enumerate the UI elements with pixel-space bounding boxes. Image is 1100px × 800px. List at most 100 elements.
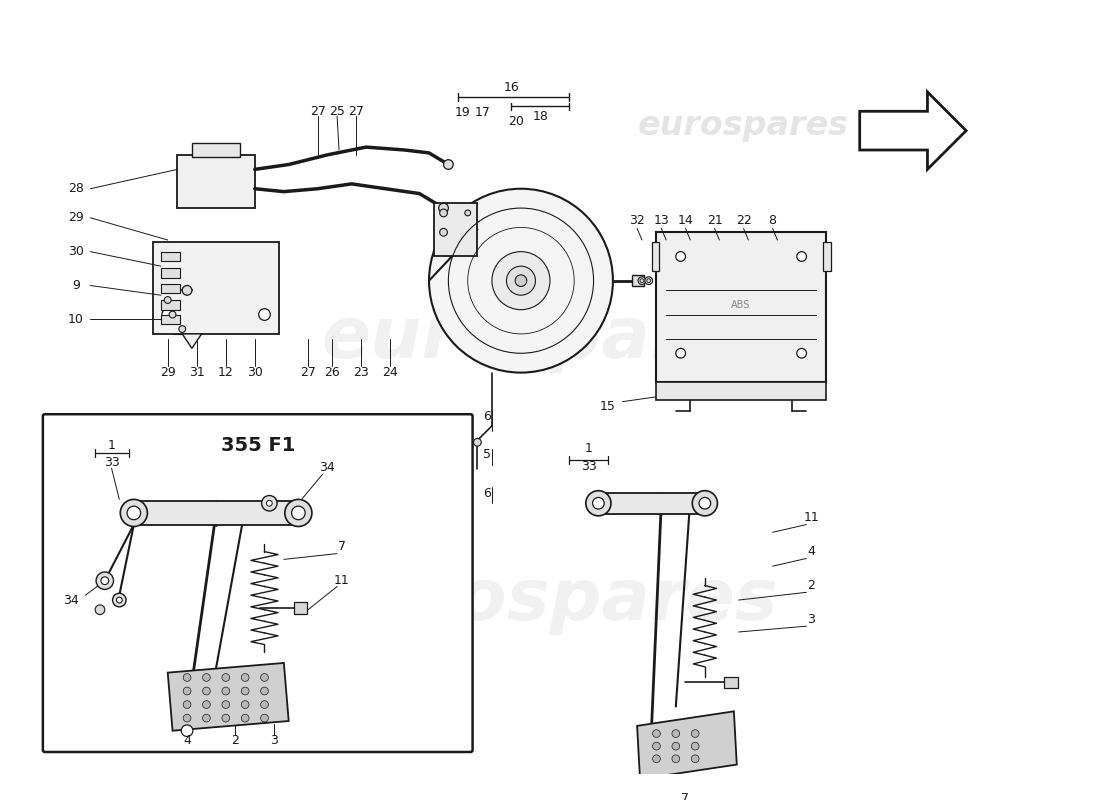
Text: 27: 27 — [310, 105, 326, 118]
Polygon shape — [637, 711, 737, 779]
Polygon shape — [167, 663, 288, 730]
Circle shape — [593, 498, 604, 509]
Text: 31: 31 — [189, 366, 205, 379]
Circle shape — [515, 275, 527, 286]
Text: 25: 25 — [329, 105, 345, 118]
Text: 4: 4 — [807, 545, 815, 558]
Text: 29: 29 — [160, 366, 176, 379]
Circle shape — [292, 506, 305, 520]
Text: 9: 9 — [72, 279, 79, 292]
Circle shape — [162, 309, 174, 320]
Text: 18: 18 — [532, 110, 548, 122]
Circle shape — [95, 605, 104, 614]
Bar — [161, 314, 180, 324]
Text: ABS: ABS — [732, 300, 750, 310]
Circle shape — [266, 500, 272, 506]
Circle shape — [179, 326, 186, 333]
Bar — [161, 252, 180, 262]
Circle shape — [506, 266, 536, 295]
Circle shape — [675, 349, 685, 358]
Circle shape — [261, 714, 268, 722]
Text: 13: 13 — [653, 214, 669, 227]
Bar — [598, 493, 705, 514]
Text: 2: 2 — [807, 579, 815, 592]
Circle shape — [672, 755, 680, 762]
Circle shape — [241, 701, 249, 709]
Bar — [161, 268, 180, 278]
Circle shape — [202, 714, 210, 722]
Text: 20: 20 — [508, 115, 524, 129]
Circle shape — [465, 210, 471, 216]
FancyBboxPatch shape — [43, 414, 473, 752]
Circle shape — [222, 674, 230, 682]
Text: 1: 1 — [585, 442, 593, 454]
Circle shape — [586, 490, 611, 516]
Circle shape — [675, 252, 685, 262]
Circle shape — [440, 229, 448, 236]
Text: 6: 6 — [483, 410, 491, 422]
Bar — [651, 242, 659, 271]
Circle shape — [645, 277, 652, 285]
Circle shape — [796, 252, 806, 262]
Circle shape — [691, 742, 698, 750]
Bar — [657, 232, 826, 382]
Text: 10: 10 — [68, 313, 84, 326]
Circle shape — [128, 506, 141, 520]
Circle shape — [241, 674, 249, 682]
Circle shape — [429, 189, 613, 373]
Bar — [724, 677, 738, 688]
Text: 11: 11 — [803, 511, 820, 524]
Circle shape — [202, 701, 210, 709]
Text: 33: 33 — [103, 456, 120, 469]
Text: 7: 7 — [682, 792, 690, 800]
Polygon shape — [860, 92, 966, 170]
Text: 12: 12 — [218, 366, 233, 379]
Bar — [191, 143, 240, 157]
Bar — [632, 275, 644, 286]
Text: 29: 29 — [68, 211, 84, 224]
Circle shape — [473, 438, 482, 446]
Text: 8: 8 — [769, 214, 777, 227]
Circle shape — [262, 495, 277, 511]
Text: 32: 32 — [629, 214, 645, 227]
Text: 3: 3 — [271, 734, 278, 747]
Circle shape — [96, 572, 113, 590]
Circle shape — [101, 577, 109, 585]
Circle shape — [698, 498, 711, 509]
Text: 22: 22 — [736, 214, 751, 227]
Circle shape — [241, 687, 249, 695]
Circle shape — [443, 160, 453, 170]
Circle shape — [184, 714, 191, 722]
Text: 23: 23 — [353, 366, 370, 379]
Circle shape — [222, 687, 230, 695]
Circle shape — [258, 309, 271, 320]
Circle shape — [184, 687, 191, 695]
Bar — [433, 203, 477, 257]
Circle shape — [672, 742, 680, 750]
Circle shape — [241, 714, 249, 722]
Text: eurospares: eurospares — [638, 110, 849, 142]
Text: 24: 24 — [383, 366, 398, 379]
Circle shape — [691, 755, 698, 762]
Text: 6: 6 — [483, 487, 491, 500]
Text: 15: 15 — [601, 400, 616, 413]
Circle shape — [440, 209, 448, 217]
Text: 7: 7 — [338, 540, 345, 554]
Text: eurospares: eurospares — [321, 566, 779, 634]
Bar — [161, 300, 180, 310]
Circle shape — [184, 701, 191, 709]
Bar — [657, 382, 826, 400]
Text: 30: 30 — [68, 245, 84, 258]
Text: 3: 3 — [807, 613, 815, 626]
Text: 34: 34 — [319, 461, 336, 474]
Text: 21: 21 — [706, 214, 723, 227]
Text: 26: 26 — [324, 366, 340, 379]
Text: 11: 11 — [334, 574, 350, 587]
Circle shape — [492, 252, 550, 310]
Circle shape — [183, 286, 191, 295]
Text: 34: 34 — [63, 594, 79, 606]
Text: 16: 16 — [504, 81, 519, 94]
Bar — [294, 602, 307, 614]
Circle shape — [182, 725, 192, 737]
Circle shape — [672, 730, 680, 738]
